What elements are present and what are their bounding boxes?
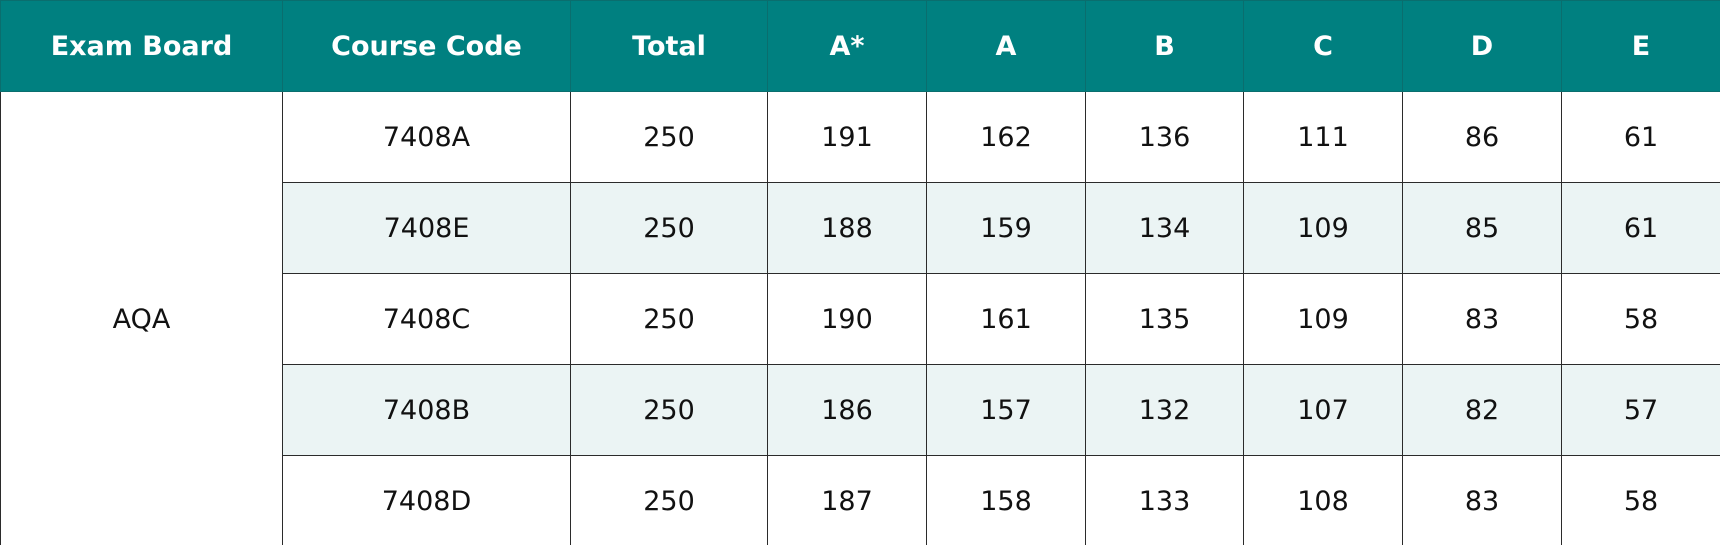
table-cell: 61: [1561, 91, 1720, 183]
table-cell: 186: [767, 364, 927, 456]
table-cell: 190: [767, 273, 927, 365]
header-cell: Total: [570, 0, 768, 92]
table-cell: 188: [767, 182, 927, 274]
table-cell: 7408E: [282, 182, 571, 274]
table-row: 7408D 250 187 158 133 108 83 58: [1, 455, 1720, 545]
table-cell: 83: [1402, 455, 1562, 545]
table-row: 7408E 250 188 159 134 109 85 61: [1, 182, 1720, 274]
table-cell: 111: [1243, 91, 1403, 183]
table-cell: 250: [570, 364, 768, 456]
table-cell: 58: [1561, 273, 1720, 365]
header-cell: Course Code: [282, 0, 571, 92]
table-cell: 108: [1243, 455, 1403, 545]
table-cell: 83: [1402, 273, 1562, 365]
table-cell: 107: [1243, 364, 1403, 456]
header-cell: Exam Board: [0, 0, 283, 92]
table-cell: 133: [1085, 455, 1244, 545]
header-cell: A: [926, 0, 1086, 92]
table-cell: 7408B: [282, 364, 571, 456]
table-cell: 86: [1402, 91, 1562, 183]
table-cell: 250: [570, 91, 768, 183]
board-cell: AQA: [0, 91, 283, 545]
header-cell: E: [1561, 0, 1720, 92]
table-cell: 187: [767, 455, 927, 545]
table-cell: 58: [1561, 455, 1720, 545]
table-cell: 191: [767, 91, 927, 183]
table-cell: 7408A: [282, 91, 571, 183]
table-row: 7408B 250 186 157 132 107 82 57: [1, 364, 1720, 456]
header-cell: A*: [767, 0, 927, 92]
table-cell: 132: [1085, 364, 1244, 456]
table-cell: 158: [926, 455, 1086, 545]
table-cell: 159: [926, 182, 1086, 274]
table-cell: 135: [1085, 273, 1244, 365]
table-cell: 250: [570, 273, 768, 365]
table-cell: 7408C: [282, 273, 571, 365]
table-cell: 85: [1402, 182, 1562, 274]
table-row: AQA 7408A 250 191 162 136 111 86 61: [0, 91, 1720, 545]
table-cell: 161: [926, 273, 1086, 365]
table-cell: 61: [1561, 182, 1720, 274]
table-body: AQA 7408A 250 191 162 136 111 86 61 7408E 250 188 15…: [0, 91, 1720, 545]
table-cell: 250: [570, 182, 768, 274]
table-cell: 134: [1085, 182, 1244, 274]
table-cell: 250: [570, 455, 768, 545]
table-cell: 136: [1085, 91, 1244, 183]
table-cell: 82: [1402, 364, 1562, 456]
table-cell: 162: [926, 91, 1086, 183]
header-row: Exam Board Course Code Total A* A B C D E: [0, 0, 1720, 92]
table-cell: 57: [1561, 364, 1720, 456]
header-cell: D: [1402, 0, 1562, 92]
header-cell: C: [1243, 0, 1403, 92]
table-header: Exam Board Course Code Total A* A B C D E: [0, 0, 1720, 92]
table-cell: 109: [1243, 273, 1403, 365]
header-cell: B: [1085, 0, 1244, 92]
table-cell: 157: [926, 364, 1086, 456]
table-cell: 7408D: [282, 455, 571, 545]
table-row: 7408C 250 190 161 135 109 83 58: [1, 273, 1720, 365]
table-cell: 109: [1243, 182, 1403, 274]
